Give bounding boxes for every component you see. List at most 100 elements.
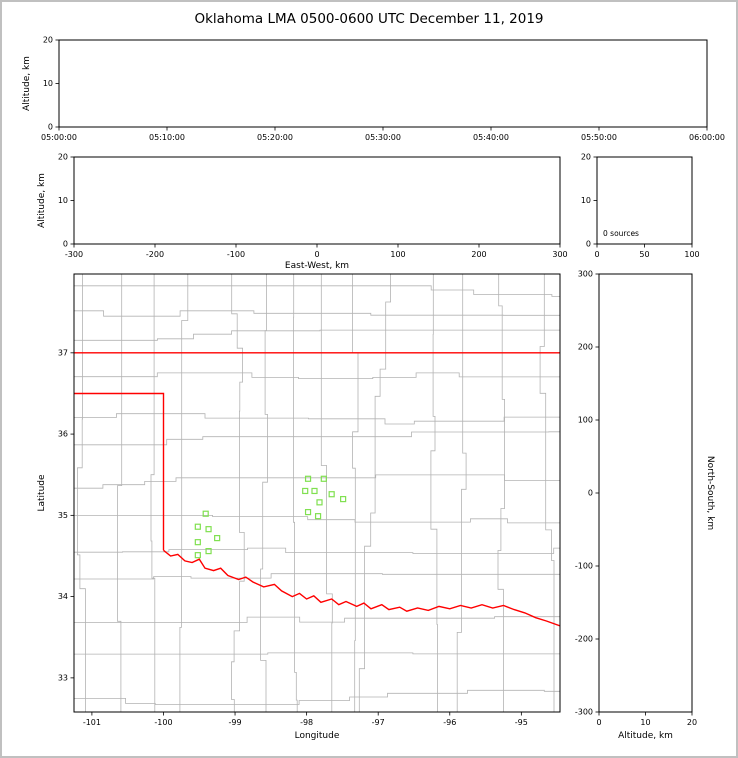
x-tick-label: 0	[596, 718, 601, 727]
panel-time-height: 05:00:00 05:10:00 05:20:00 05:30:00 05:40:00…	[22, 36, 725, 142]
y-tick-label: 100	[578, 416, 593, 425]
x-tick-label: 50	[639, 250, 649, 259]
county-line	[74, 329, 560, 341]
y-axis-label-right: North-South, km	[705, 456, 715, 530]
x-tick-label: 06:00:00	[689, 133, 725, 142]
x-tick-label: 10	[640, 718, 650, 727]
state-border	[74, 352, 560, 627]
y-tick-label: -300	[575, 708, 593, 717]
station-marker	[194, 523, 201, 530]
x-tick-label: -99	[229, 718, 242, 727]
state-border-line	[74, 392, 165, 551]
x-tick-label: -95	[515, 718, 528, 727]
county-line	[150, 274, 156, 712]
y-tick-label: 33	[58, 673, 68, 682]
x-tick-label: -100	[227, 250, 245, 259]
county-line	[430, 274, 438, 712]
y-tick-label: -100	[575, 562, 593, 571]
panel-frame	[73, 273, 561, 713]
x-axis-label: Altitude, km	[618, 731, 673, 741]
station-marker	[205, 548, 212, 555]
station-marker	[194, 552, 201, 559]
county-line	[74, 413, 560, 425]
county-line	[74, 515, 560, 524]
station-marker	[314, 513, 322, 520]
y-tick-label: 35	[58, 511, 68, 520]
county-line	[74, 431, 560, 446]
county-line	[352, 274, 359, 712]
y-tick-label: 10	[581, 196, 591, 205]
panel-plan-view-map: -101 -100 -99 -98 -97 -96 -95 33 34 35 36 37 Longitu…	[37, 273, 561, 741]
station-marker	[202, 510, 209, 517]
map-layers	[74, 274, 560, 712]
county-line	[77, 274, 86, 712]
x-tick-label: 200	[471, 250, 486, 259]
county-line	[260, 274, 268, 712]
x-tick-label: 05:10:00	[149, 133, 185, 142]
y-tick-label: 36	[58, 430, 68, 439]
y-axis-label: Altitude, km	[22, 56, 32, 111]
x-tick-label: -300	[65, 250, 83, 259]
panel-frame	[58, 39, 708, 128]
x-tick-label: 300	[552, 250, 567, 259]
county-line	[456, 274, 467, 712]
y-tick-label: 0	[63, 240, 68, 249]
x-tick-label: 05:40:00	[473, 133, 509, 142]
y-tick-label: 10	[43, 79, 53, 88]
y-tick-label: 20	[581, 153, 591, 162]
panel-ew-height: -300 -200 -100 0 100 200 300 0 10 20 East-West, km…	[37, 153, 568, 271]
y-axis-label: Latitude	[37, 474, 47, 512]
station-marker	[320, 475, 327, 482]
county-line	[539, 274, 555, 712]
county-line	[74, 616, 560, 623]
county-line	[320, 274, 333, 712]
x-tick-label: 20	[687, 718, 697, 727]
x-tick-label: 05:50:00	[581, 133, 617, 142]
x-tick-label: 0	[594, 250, 599, 259]
x-tick-label: 05:00:00	[41, 133, 77, 142]
station-marker	[205, 526, 212, 533]
y-tick-label: 0	[588, 489, 593, 498]
station-marker	[316, 499, 323, 506]
county-line	[74, 372, 560, 380]
panel-ns-height: 0 10 20 300 200 100 0 -100 -200 -300 Altitude, km N…	[575, 270, 715, 741]
station-marker	[214, 535, 221, 542]
y-tick-label: 300	[578, 270, 593, 279]
county-line	[74, 474, 560, 489]
x-tick-label: 100	[390, 250, 405, 259]
county-line	[117, 274, 123, 712]
county-line	[74, 573, 560, 580]
station-marker	[304, 475, 312, 482]
x-tick-label: -98	[300, 718, 313, 727]
y-tick-label: 200	[578, 343, 593, 352]
county-line	[74, 689, 560, 705]
y-tick-label: -200	[575, 635, 593, 644]
x-tick-label: -101	[83, 718, 101, 727]
y-tick-label: 34	[58, 592, 68, 601]
x-tick-label: 05:30:00	[365, 133, 401, 142]
sources-count-label: 0 sources	[603, 229, 639, 238]
x-tick-label: 100	[684, 250, 699, 259]
county-line	[231, 274, 245, 712]
lma-station-markers	[194, 475, 347, 559]
station-marker	[340, 495, 347, 503]
county-line	[74, 547, 560, 554]
y-axis-label: Altitude, km	[37, 173, 47, 228]
x-tick-label: 0	[314, 250, 319, 259]
figure-title: Oklahoma LMA 0500-0600 UTC December 11, …	[194, 11, 544, 27]
county-line	[497, 274, 506, 712]
county-line	[293, 274, 298, 712]
x-axis-label: Longitude	[295, 731, 340, 741]
x-axis-label: East-West, km	[285, 261, 349, 271]
x-tick-label: 05:20:00	[257, 133, 293, 142]
county-line	[74, 652, 560, 655]
y-tick-label: 20	[43, 36, 53, 45]
panel-frame	[73, 156, 561, 245]
county-boundaries	[74, 274, 560, 712]
x-tick-label: -96	[443, 718, 456, 727]
y-tick-label: 0	[586, 240, 591, 249]
panel-frame	[598, 273, 693, 713]
x-tick-label: -100	[154, 718, 172, 727]
